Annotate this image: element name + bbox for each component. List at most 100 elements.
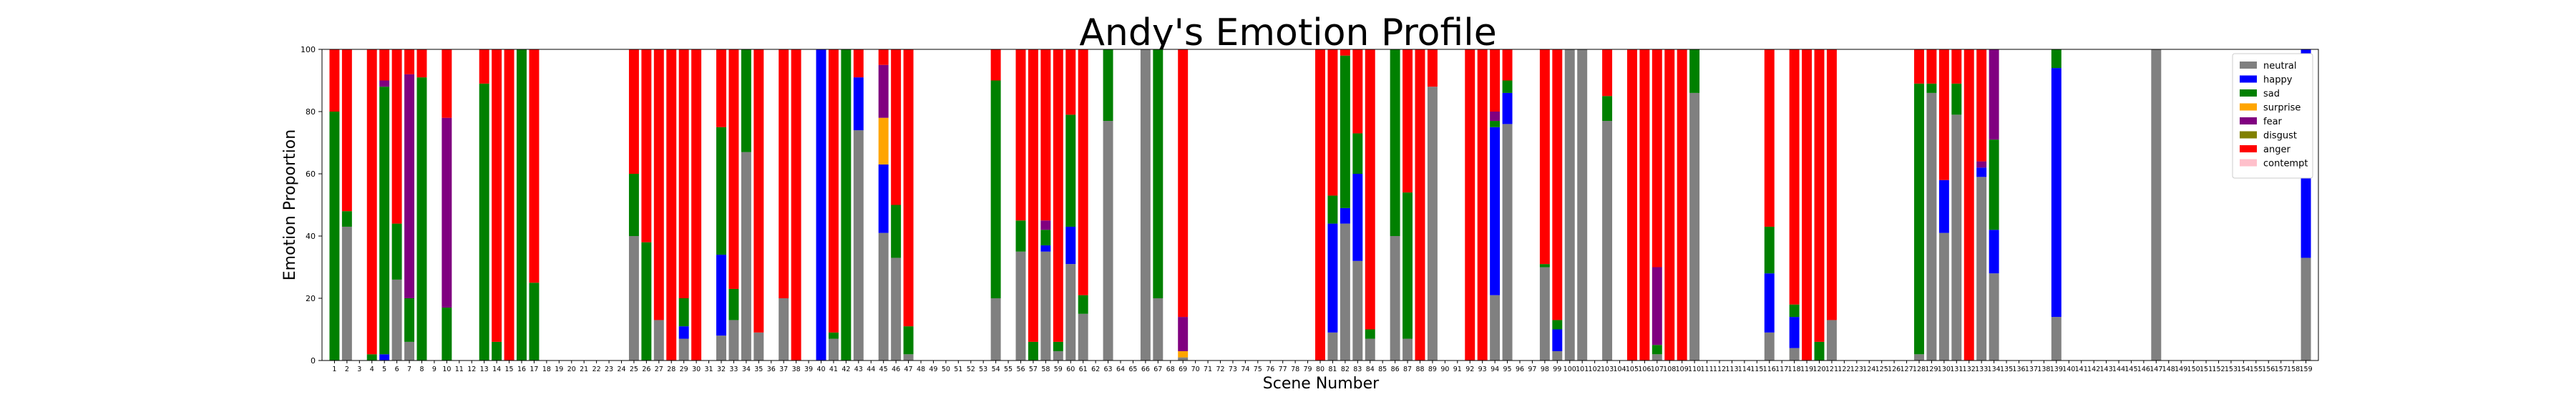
bar-segment-anger <box>990 49 1001 81</box>
x-tick-label: 111 <box>1700 366 1713 373</box>
bar-segment-anger <box>1789 49 1800 305</box>
bar-segment-sad <box>1602 96 1613 122</box>
x-tick-label: 139 <box>2050 366 2063 373</box>
x-tick-label: 143 <box>2099 366 2112 373</box>
scene-bar-120 <box>1814 49 1825 360</box>
bar-segment-neutral <box>391 279 402 360</box>
x-tick-label: 9 <box>432 366 436 373</box>
scene-bar-15 <box>504 49 514 360</box>
x-tick-label: 22 <box>592 366 601 373</box>
bar-segment-happy <box>1352 174 1363 261</box>
x-tick-label: 13 <box>480 366 489 373</box>
x-tick-label: 90 <box>1440 366 1449 373</box>
x-tick-label: 21 <box>580 366 588 373</box>
scene-bar-59 <box>1053 49 1063 360</box>
x-tick-label: 55 <box>1004 366 1013 373</box>
x-tick-label: 102 <box>1589 366 1601 373</box>
bar-segment-fear <box>1652 267 1662 345</box>
bar-segment-anger <box>1178 49 1189 318</box>
legend-entry-sad: sad <box>2240 89 2280 99</box>
x-tick-label: 86 <box>1391 366 1400 373</box>
x-axis-label: Scene Number <box>1263 375 1380 393</box>
x-tick-label: 98 <box>1541 366 1549 373</box>
bar-segment-sad <box>441 308 452 360</box>
bar-segment-happy <box>1789 317 1800 348</box>
bar-segment-anger <box>1053 49 1063 342</box>
x-tick-label: 81 <box>1328 366 1337 373</box>
bar-segment-happy <box>716 255 726 336</box>
x-tick-label: 3 <box>357 366 361 373</box>
bar-segment-anger <box>1802 49 1813 360</box>
bar-segment-anger <box>391 49 402 224</box>
bar-segment-neutral <box>1402 338 1413 360</box>
bar-segment-sad <box>1490 121 1501 127</box>
x-tick-label: 63 <box>1104 366 1113 373</box>
bar-segment-sad <box>366 354 377 360</box>
bar-segment-anger <box>1938 49 1949 180</box>
scene-bar-99 <box>1552 49 1563 360</box>
scene-bar-29 <box>678 49 689 360</box>
x-tick-label: 127 <box>1900 366 1913 373</box>
x-tick-label: 10 <box>442 366 451 373</box>
bar-segment-sad <box>1103 49 1113 122</box>
scene-bar-13 <box>479 49 489 360</box>
bar-segment-anger <box>1539 49 1550 265</box>
x-tick-label: 125 <box>1875 366 1888 373</box>
bar-segment-anger <box>1327 49 1338 196</box>
x-tick-label: 155 <box>2250 366 2263 373</box>
bar-segment-neutral <box>753 332 764 360</box>
x-tick-label: 94 <box>1491 366 1499 373</box>
x-tick-label: 16 <box>517 366 526 373</box>
x-tick-label: 148 <box>2162 366 2175 373</box>
x-tick-label: 36 <box>767 366 776 373</box>
x-tick-label: 105 <box>1626 366 1639 373</box>
bar-segment-fear <box>1976 161 1987 168</box>
bar-segment-neutral <box>779 298 789 360</box>
bar-segment-anger <box>1963 49 1974 360</box>
bar-segment-anger <box>1028 49 1038 342</box>
scene-bar-116 <box>1764 49 1775 360</box>
scene-bar-17 <box>529 49 540 360</box>
x-axis: 1 2 3 4 5 6 7 8 9 10 11 12 13 14 15 16 17 18 19 20 21 22 23 24 2… <box>332 360 2313 373</box>
x-tick-label: 109 <box>1676 366 1689 373</box>
scene-bar-60 <box>1065 49 1076 360</box>
bar-segment-fear <box>878 64 889 118</box>
bar-segment-neutral <box>2151 49 2162 360</box>
x-tick-label: 140 <box>2062 366 2075 373</box>
scene-bar-139 <box>2051 49 2062 360</box>
bar-segment-sad <box>1327 195 1338 224</box>
x-tick-label: 138 <box>2037 366 2050 373</box>
bar-segment-anger <box>504 49 514 360</box>
bar-segment-anger <box>641 49 652 242</box>
bar-segment-neutral <box>1938 232 1949 360</box>
x-tick-label: 19 <box>555 366 563 373</box>
x-tick-label: 107 <box>1651 366 1664 373</box>
bar-segment-happy <box>1327 223 1338 333</box>
bar-segment-anger <box>791 49 801 360</box>
scene-bar-130 <box>1938 49 1949 360</box>
bar-segment-sad <box>828 332 839 339</box>
scene-bar-81 <box>1327 49 1338 360</box>
bar-segment-anger <box>1415 49 1425 360</box>
x-tick-label: 41 <box>829 366 838 373</box>
bar-segment-sad <box>1989 139 1999 230</box>
bar-segment-neutral <box>716 335 726 360</box>
legend-swatch <box>2240 89 2257 97</box>
bar-segment-happy <box>1065 226 1076 265</box>
x-tick-label: 95 <box>1503 366 1512 373</box>
bar-segment-anger <box>416 49 427 78</box>
scene-bar-108 <box>1664 49 1675 360</box>
x-tick-label: 100 <box>1563 366 1576 373</box>
scene-bar-6 <box>391 49 402 360</box>
legend-label: sad <box>2263 89 2280 99</box>
x-tick-label: 115 <box>1750 366 1763 373</box>
bar-segment-anger <box>1490 49 1501 112</box>
x-tick-label: 117 <box>1775 366 1788 373</box>
x-tick-label: 158 <box>2287 366 2300 373</box>
bar-segment-sad <box>728 288 739 320</box>
legend-label: neutral <box>2263 61 2297 72</box>
bar-segment-sad <box>416 77 427 361</box>
scene-bar-107 <box>1652 49 1662 360</box>
bar-segment-happy <box>1490 127 1501 295</box>
x-tick-label: 44 <box>867 366 875 373</box>
